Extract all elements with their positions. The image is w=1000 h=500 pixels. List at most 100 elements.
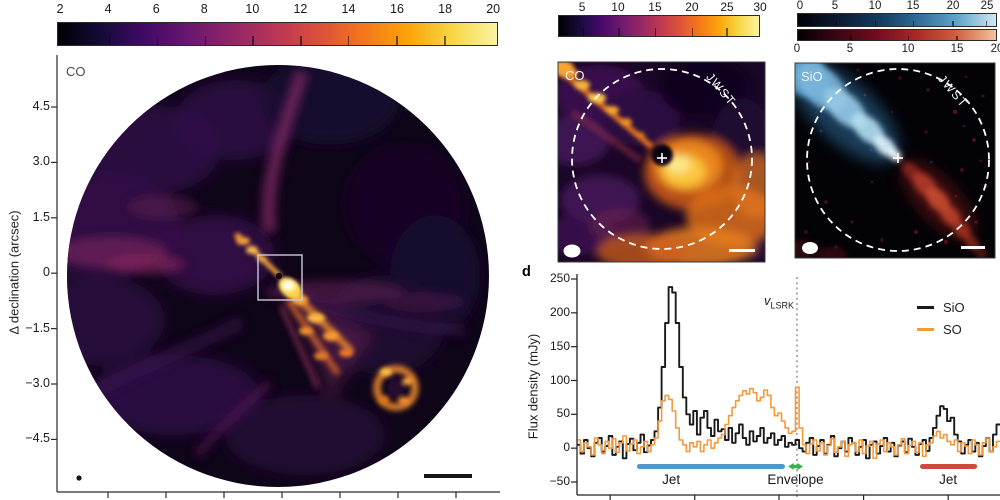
colorbar-c-blue — [797, 13, 997, 27]
blue-jet — [795, 63, 902, 164]
series-so-line — [577, 386, 1000, 460]
jet-range-bar — [919, 464, 978, 469]
colorbar-tick — [396, 35, 398, 45]
colorbar-b-labels: 5 10 15 20 25 30 — [558, 0, 767, 15]
panel-a-axes — [51, 55, 500, 498]
colorbar-tick-label: 25 — [980, 0, 994, 12]
colorbar-tick — [912, 20, 915, 26]
legend-swatch-so — [917, 327, 934, 331]
sio-map — [794, 62, 996, 259]
panel-d-y-tick-label: −50 — [549, 474, 570, 488]
panel-d-y-tick-label: 0 — [563, 440, 570, 455]
colorbar-tick-label: 5 — [578, 0, 586, 14]
colorbar-tick — [156, 35, 158, 45]
spectrum-plot — [571, 274, 1000, 500]
colorbar-tick-label: 2 — [56, 2, 64, 16]
colorbar-tick — [582, 27, 584, 36]
colorbar-tick-label: 16 — [390, 2, 404, 16]
colorbar-c-red — [797, 29, 997, 41]
region-label: Jet — [662, 472, 681, 487]
panel-b-molecule-label: CO — [565, 68, 585, 83]
vlsrk-label: vLSRK — [763, 293, 794, 311]
panel-d-letter: d — [522, 264, 531, 280]
colorbar-tick-label: 0 — [793, 43, 801, 55]
jet-range-bar — [636, 464, 785, 469]
colorbar-tick-label: 20 — [946, 0, 960, 12]
panel-a-y-tick-label: −4.5 — [25, 431, 50, 446]
colorbar-c-red-labels: 0 5 10 15 20 — [793, 43, 1000, 58]
colorbar-tick-label: 5 — [846, 43, 854, 55]
legend: SiO SO — [917, 300, 965, 344]
colorbar-tick-label: 10 — [901, 43, 915, 55]
panel-a-y-tick-label: 3.0 — [32, 154, 50, 169]
colorbar-tick-label: 15 — [906, 0, 920, 12]
panel-a-y-tick-label: −1.5 — [25, 320, 50, 335]
colorbar-b — [558, 15, 760, 37]
colorbar-tick-label: 5 — [831, 0, 839, 12]
colorbar-tick — [850, 35, 852, 40]
jwst-field-circle-c — [806, 68, 990, 252]
colorbar-tick — [726, 27, 728, 36]
panel-d-y-tick-label: 150 — [549, 338, 570, 353]
colorbar-tick — [108, 35, 111, 45]
legend-label-so: SO — [943, 321, 962, 337]
colorbar-a-labels: 2 4 6 8 10 12 14 16 18 20 — [56, 2, 501, 17]
legend-label-sio: SiO — [943, 299, 965, 315]
colorbar-tick — [875, 20, 877, 26]
panel-d-y-tick-label: 100 — [549, 372, 570, 387]
colorbar-tick-label: 15 — [648, 0, 662, 14]
panel-a-molecule-label: CO — [66, 64, 86, 79]
panel-c-molecule-label: SiO — [801, 69, 823, 84]
region-label: Envelope — [767, 472, 824, 487]
colorbar-tick — [300, 35, 302, 45]
legend-item-so: SO — [917, 321, 965, 337]
colorbar-tick — [956, 35, 958, 40]
colorbar-tick-label: 30 — [753, 0, 767, 14]
colorbar-tick-label: 20 — [685, 0, 699, 14]
colorbar-tick — [835, 20, 837, 26]
panel-a-y-tick-label: 1.5 — [32, 209, 50, 224]
panel-d-y-tick-label: 200 — [549, 304, 570, 319]
colorbar-tick — [907, 35, 910, 40]
colorbar-tick — [348, 35, 350, 45]
colorbar-tick — [691, 27, 693, 36]
colorbar-tick-label: 25 — [720, 0, 734, 14]
red-jet — [901, 160, 987, 258]
co-large-map — [67, 65, 489, 487]
colorbar-tick — [252, 35, 254, 45]
panel-d-y-tick-label: 50 — [556, 406, 570, 421]
colorbar-tick-label: 10 — [611, 0, 625, 14]
source-cross-icon — [657, 153, 667, 163]
colorbar-tick-label: 10 — [868, 0, 882, 12]
co-zoom-map — [557, 61, 766, 263]
legend-item-sio: SiO — [917, 299, 965, 315]
colorbar-tick-label: 12 — [293, 2, 308, 16]
jwst-field-circle-b — [571, 68, 753, 250]
colorbar-tick — [952, 20, 954, 26]
panel-d-y-tick-label: 250 — [549, 271, 570, 285]
scale-bar-c — [961, 246, 985, 249]
panel-a-y-tick-label: 0 — [43, 265, 50, 280]
colorbar-tick-label: 20 — [990, 43, 1000, 55]
colorbar-tick-label: 6 — [152, 2, 160, 16]
colorbar-tick-label: 8 — [200, 2, 208, 16]
colorbar-tick-label: 18 — [438, 2, 453, 16]
colorbar-tick-label: 0 — [796, 0, 804, 12]
colorbar-tick-label: 15 — [950, 43, 964, 55]
colorbar-tick — [204, 35, 206, 45]
zoom-inset-box — [257, 254, 303, 301]
beam-a — [76, 475, 82, 481]
colorbar-tick-label: 4 — [104, 2, 112, 16]
colorbar-tick-label: 10 — [245, 2, 260, 16]
colorbar-tick-label: 20 — [486, 2, 501, 16]
panel-a-y-tick-label: −3.0 — [25, 376, 50, 390]
scale-bar-b — [729, 249, 755, 252]
legend-swatch-sio — [917, 305, 934, 309]
beam-c — [802, 242, 818, 254]
source-cross-icon — [893, 153, 903, 163]
colorbar-tick-label: 14 — [341, 2, 356, 16]
scale-bar-a — [424, 474, 472, 478]
region-label: Jet — [939, 472, 958, 487]
